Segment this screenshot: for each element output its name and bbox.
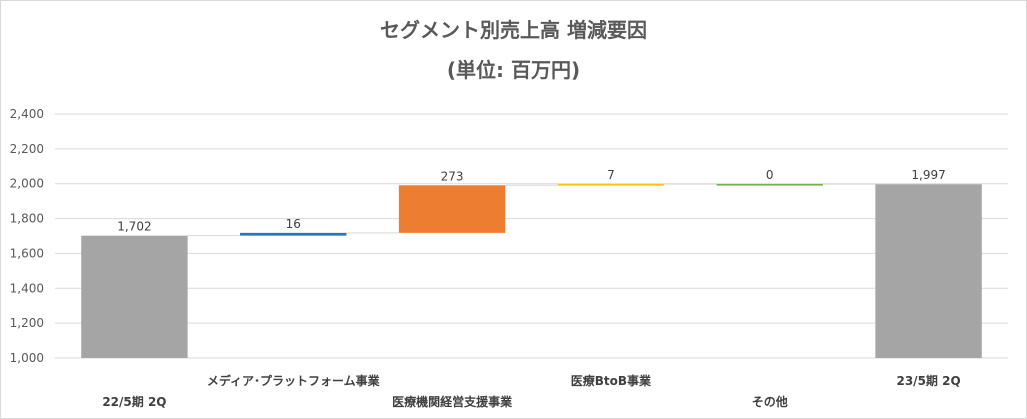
y-tick-label: 2,400 [10,107,44,121]
category-label: 22/5期 2Q [102,394,166,409]
y-tick-label: 2,200 [10,142,44,156]
bar [557,184,665,186]
category-label: メディア･プラットフォーム事業 [207,373,381,388]
y-tick-label: 2,000 [10,177,44,191]
data-label: 1,702 [117,220,151,234]
data-label: 7 [607,168,615,182]
chart-title: セグメント別売上高 増減要因 [380,18,647,42]
chart-subtitle: (単位: 百万円) [446,58,581,82]
bar [398,185,506,233]
y-tick-label: 1,000 [10,351,44,365]
bar [240,232,347,236]
category-label: 医療機関経営支援事業 [392,394,513,409]
y-tick-label: 1,400 [10,281,44,295]
data-label: 1,997 [911,168,945,182]
category-label: その他 [752,394,788,409]
data-label: 16 [286,217,301,231]
y-tick-label: 1,200 [10,316,44,330]
data-label: 273 [441,169,464,183]
bar [875,184,982,358]
data-label: 0 [766,168,774,182]
category-label: 医療BtoB事業 [571,373,652,388]
y-tick-label: 1,800 [10,212,44,226]
y-tick-label: 1,600 [10,246,44,260]
bar [81,235,188,358]
bar [716,184,823,186]
category-label: 23/5期 2Q [896,373,960,388]
